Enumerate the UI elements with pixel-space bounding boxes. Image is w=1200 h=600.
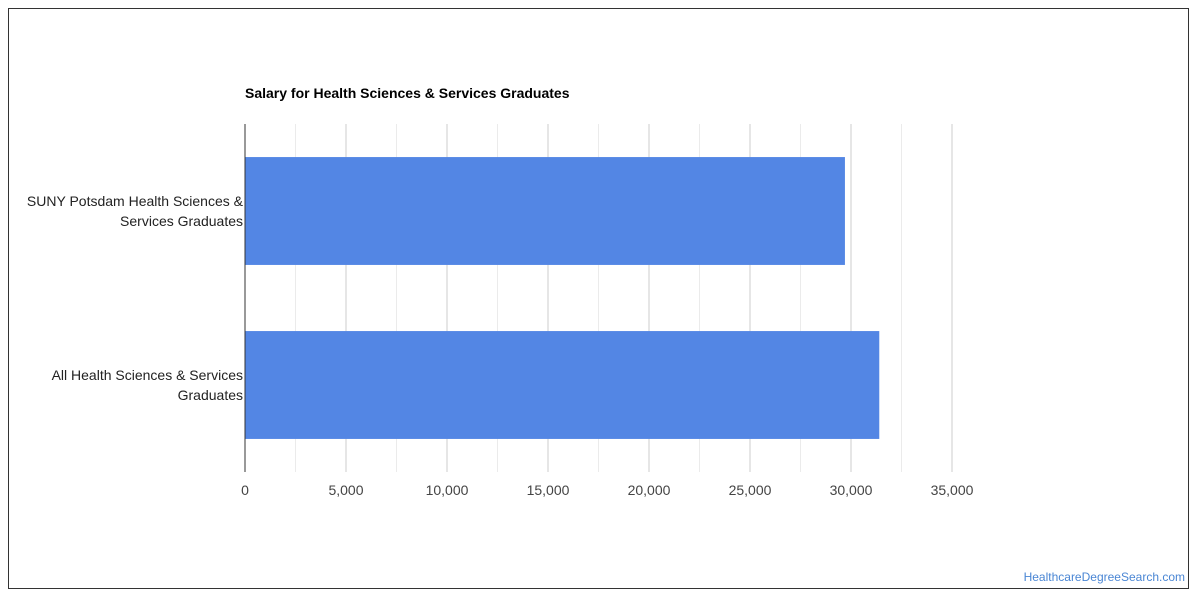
bar <box>245 331 880 439</box>
x-tick-label: 15,000 <box>527 482 570 498</box>
x-tick-label: 5,000 <box>328 482 363 498</box>
source-watermark-link[interactable]: HealthcareDegreeSearch.com <box>1023 570 1185 584</box>
x-tick-label: 35,000 <box>931 482 974 498</box>
x-tick-label: 25,000 <box>729 482 772 498</box>
x-tick-label: 0 <box>241 482 249 498</box>
x-tick-label: 20,000 <box>628 482 671 498</box>
x-tick-label: 10,000 <box>426 482 469 498</box>
bar <box>245 157 845 265</box>
category-label: All Health Sciences & Services <box>52 367 243 383</box>
category-label: Services Graduates <box>120 213 243 229</box>
chart-title: Salary for Health Sciences & Services Gr… <box>245 85 570 101</box>
x-tick-label: 30,000 <box>830 482 873 498</box>
category-label: Graduates <box>178 387 243 403</box>
category-label: SUNY Potsdam Health Sciences & <box>27 193 244 209</box>
